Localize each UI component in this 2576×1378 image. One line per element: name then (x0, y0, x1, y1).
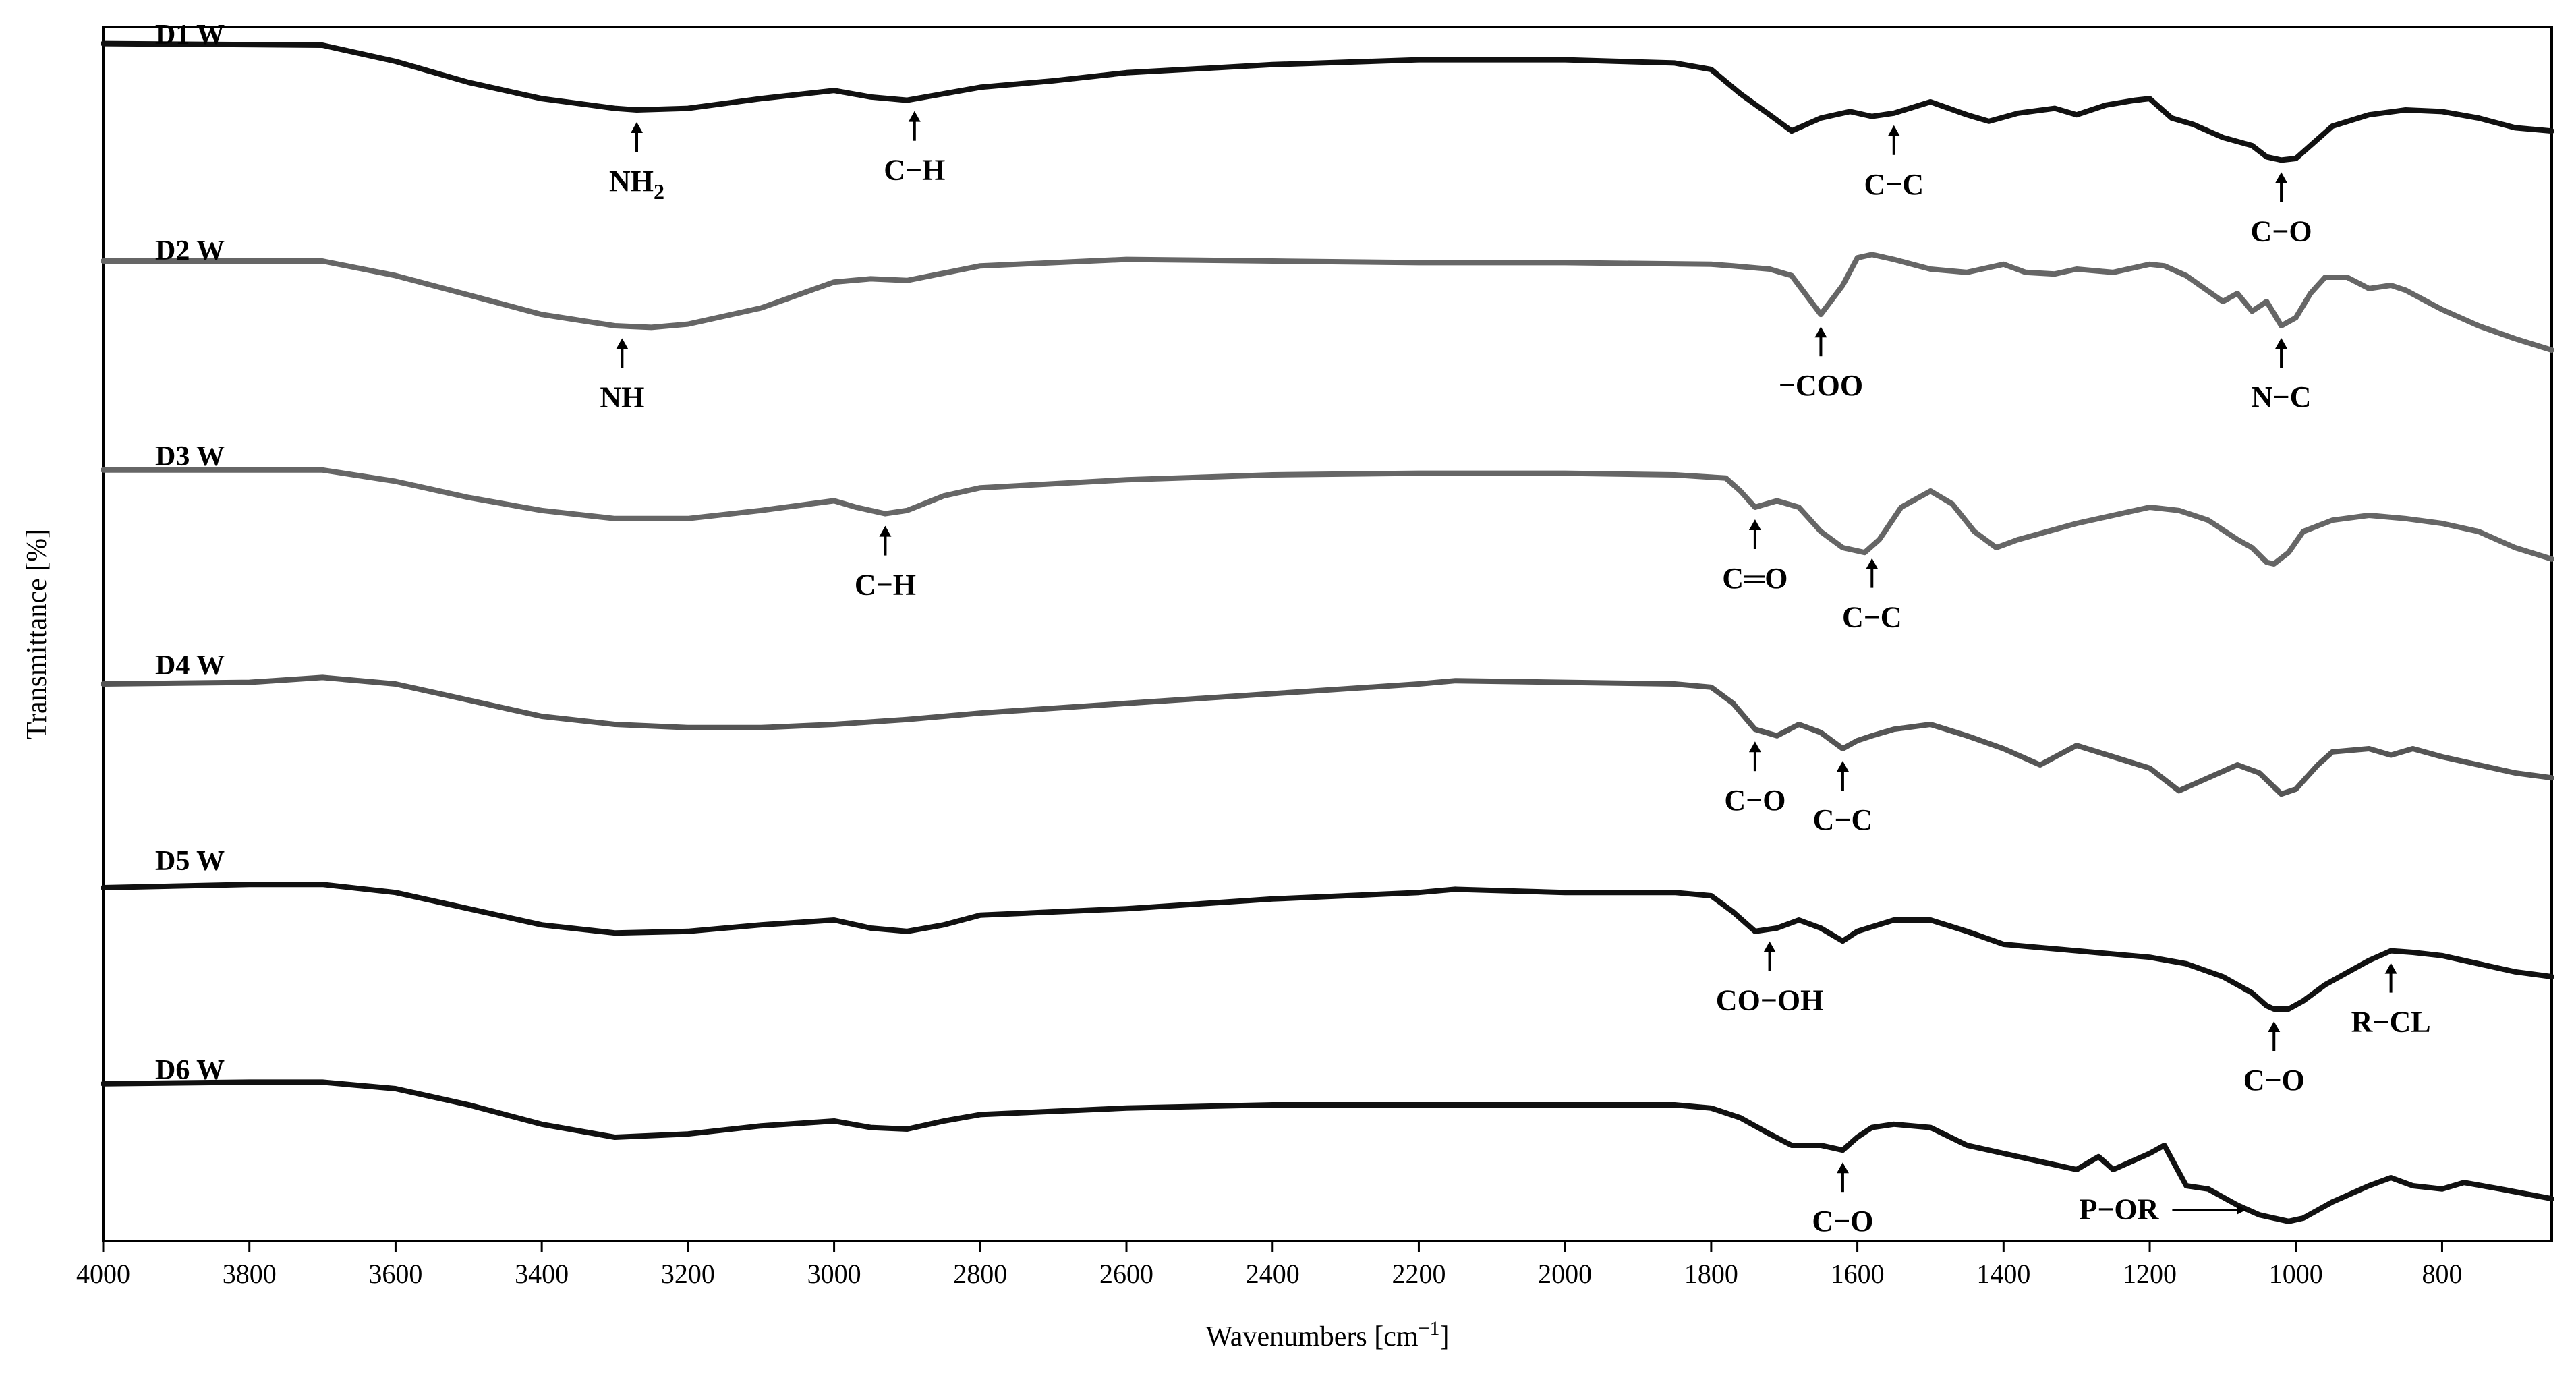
annotation-arrowhead-3 (2275, 172, 2288, 183)
annotation-label-14: C−O (2243, 1064, 2305, 1097)
annotation-label-5: −COO (1779, 369, 1863, 402)
series-line-4 (101, 674, 2554, 797)
annotation-label-12: CO−OH (1716, 984, 1824, 1017)
annotation-label-15: C−O (1812, 1205, 1873, 1238)
plot-frame (102, 26, 2553, 1242)
series-label-1: D1 W (155, 20, 225, 51)
x-tick-label-3400: 3400 (515, 1259, 569, 1289)
x-axis-title: Wavenumbers [cm−1] (1206, 1317, 1450, 1352)
annotation-arrowhead-10 (1748, 741, 1761, 753)
annotation-arrowhead-12 (1763, 941, 1776, 952)
series-label-6: D6 W (155, 1055, 225, 1086)
annotation-arrowhead-11 (1836, 761, 1849, 772)
x-tick-label-1600: 1600 (1831, 1259, 1885, 1289)
annotation-label-16: P−OR (2079, 1193, 2159, 1226)
x-tick-label-4000: 4000 (76, 1259, 130, 1289)
annotation-arrowhead-1 (908, 111, 921, 122)
annotation-label-1: C−H (884, 154, 945, 187)
x-tick-label-800: 800 (2422, 1259, 2462, 1289)
annotation-arrowhead-9 (1866, 558, 1879, 569)
annotation-label-8: C═O (1722, 562, 1787, 595)
annotation-label-7: C−H (855, 569, 916, 602)
x-tick-label-2000: 2000 (1538, 1259, 1592, 1289)
annotation-arrowhead-5 (1814, 326, 1827, 338)
annotation-arrowhead-8 (1748, 519, 1761, 530)
x-tick-label-2800: 2800 (953, 1259, 1007, 1289)
annotation-arrowhead-2 (1887, 125, 1900, 136)
annotation-arrowhead-14 (2268, 1021, 2281, 1032)
series-line-5 (101, 882, 2554, 1012)
series-line-3 (101, 467, 2554, 567)
x-tick-label-1400: 1400 (1976, 1259, 2030, 1289)
annotation-label-9: C−C (1842, 601, 1902, 634)
series-label-4: D4 W (155, 650, 225, 681)
series-line-1 (101, 40, 2554, 163)
x-tick-label-1800: 1800 (1684, 1259, 1738, 1289)
series-label-2: D2 W (155, 235, 225, 266)
y-axis-title: Transmittance [%] (22, 529, 53, 739)
x-tick-label-1200: 1200 (2123, 1259, 2177, 1289)
x-axis-ticks: 4000 3800 3600 3400 3200 3000 2800 2600 2400 2200… (76, 1241, 2462, 1289)
x-tick-label-2600: 2600 (1099, 1259, 1153, 1289)
x-tick-label-1000: 1000 (2269, 1259, 2323, 1289)
annotation-label-10: C−O (1724, 784, 1785, 817)
annotation-arrowhead-0 (631, 122, 643, 133)
annotation-label-3: C−O (2251, 214, 2312, 248)
series-line-6 (101, 1079, 2554, 1224)
annotation-arrowhead-16 (2237, 1205, 2247, 1215)
annotation-label-2: C−C (1864, 168, 1924, 201)
x-tick-label-3200: 3200 (661, 1259, 715, 1289)
series-label-3: D3 W (155, 441, 225, 472)
annotation-arrowhead-4 (616, 338, 629, 349)
annotation-label-6: N−C (2252, 380, 2312, 413)
annotation-label-0: NH2 (609, 165, 664, 204)
annotation-arrowhead-13 (2384, 963, 2397, 974)
annotation-layer: NH2 C−H C−C C−O NH −COO N−C C−H C═O C−C C−O C−C CO−O… (600, 111, 2431, 1238)
annotation-arrowhead-6 (2275, 338, 2288, 349)
x-tick-label-2200: 2200 (1392, 1259, 1446, 1289)
x-tick-label-2400: 2400 (1246, 1259, 1300, 1289)
annotation-label-11: C−C (1813, 803, 1873, 836)
annotation-arrowhead-7 (879, 525, 892, 537)
x-tick-label-3000: 3000 (807, 1259, 861, 1289)
series-label-5: D5 W (155, 846, 225, 877)
annotation-arrowhead-15 (1836, 1162, 1849, 1174)
x-tick-label-3600: 3600 (368, 1259, 422, 1289)
x-tick-label-3800: 3800 (223, 1259, 277, 1289)
annotation-label-13: R−CL (2351, 1006, 2431, 1039)
annotation-label-4: NH (600, 380, 644, 413)
series-line-2 (101, 252, 2554, 353)
series-layer: D1 W D2 W D3 W D4 W D5 W D6 W (101, 20, 2554, 1224)
